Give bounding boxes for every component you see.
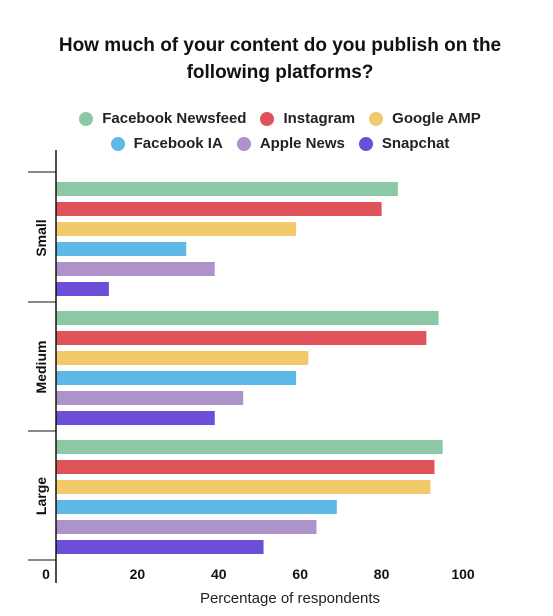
- legend-item-snapchat: Snapchat: [358, 135, 450, 152]
- bar-medium-instagram: [56, 331, 427, 345]
- legend-swatch-google-amp: [369, 111, 384, 126]
- bar-large-facebook-ia: [56, 500, 337, 514]
- legend-item-facebook-newsfeed: Facebook Newsfeed: [79, 110, 246, 127]
- legend-row-2: Facebook IA Apple News Snapchat: [40, 135, 520, 152]
- bar-medium-apple-news: [56, 391, 244, 405]
- legend-swatch-facebook-newsfeed: [79, 111, 94, 126]
- x-axis-title: Percentage of respondents: [200, 590, 380, 607]
- bar-small-facebook-newsfeed: [56, 182, 398, 196]
- axes-group: [28, 150, 57, 583]
- category-label-small: Small: [33, 219, 49, 256]
- bar-large-facebook-newsfeed: [56, 440, 443, 454]
- bar-medium-snapchat: [56, 411, 215, 425]
- legend-swatch-snapchat: [358, 136, 373, 151]
- legend-label-facebook-ia: Facebook IA: [133, 135, 223, 152]
- legend-label-instagram: Instagram: [283, 110, 356, 127]
- legend-label-facebook-newsfeed: Facebook Newsfeed: [102, 110, 247, 127]
- legend-swatch-instagram: [260, 111, 275, 126]
- chart-title: How much of your content do you publish …: [58, 35, 502, 83]
- x-tick-label-40: 40: [211, 566, 227, 582]
- bar-small-google-amp: [56, 222, 297, 236]
- x-tick-label-20: 20: [130, 566, 146, 582]
- category-label-large: Large: [33, 477, 49, 515]
- legend: Facebook Newsfeed Instagram Google AMP F…: [40, 110, 520, 160]
- bars-group: [56, 182, 443, 554]
- legend-item-google-amp: Google AMP: [369, 110, 481, 127]
- category-label-medium: Medium: [33, 341, 49, 394]
- legend-label-google-amp: Google AMP: [392, 110, 481, 127]
- bar-small-facebook-ia: [56, 242, 187, 256]
- x-tick-label-60: 60: [292, 566, 308, 582]
- bar-small-snapchat: [56, 282, 109, 296]
- bar-small-apple-news: [56, 262, 215, 276]
- legend-swatch-apple-news: [236, 136, 251, 151]
- legend-row-1: Facebook Newsfeed Instagram Google AMP: [40, 110, 520, 127]
- legend-item-apple-news: Apple News: [236, 135, 345, 152]
- bar-large-apple-news: [56, 520, 317, 534]
- x-tick-label-0: 0: [42, 566, 50, 582]
- bar-large-instagram: [56, 460, 435, 474]
- bar-medium-facebook-newsfeed: [56, 311, 439, 325]
- legend-label-snapchat: Snapchat: [381, 135, 450, 152]
- legend-label-apple-news: Apple News: [259, 135, 345, 152]
- legend-swatch-facebook-ia: [110, 136, 125, 151]
- bar-small-instagram: [56, 202, 382, 216]
- labels-group: Small Medium Large 0 20 40 60 80 100 Percentage o…: [33, 219, 475, 607]
- legend-item-facebook-ia: Facebook IA: [110, 135, 223, 152]
- x-tick-label-80: 80: [374, 566, 390, 582]
- legend-item-instagram: Instagram: [260, 110, 355, 127]
- bar-medium-facebook-ia: [56, 371, 297, 385]
- x-tick-label-100: 100: [451, 566, 475, 582]
- bar-large-snapchat: [56, 540, 264, 554]
- bar-large-google-amp: [56, 480, 431, 494]
- bar-medium-google-amp: [56, 351, 309, 365]
